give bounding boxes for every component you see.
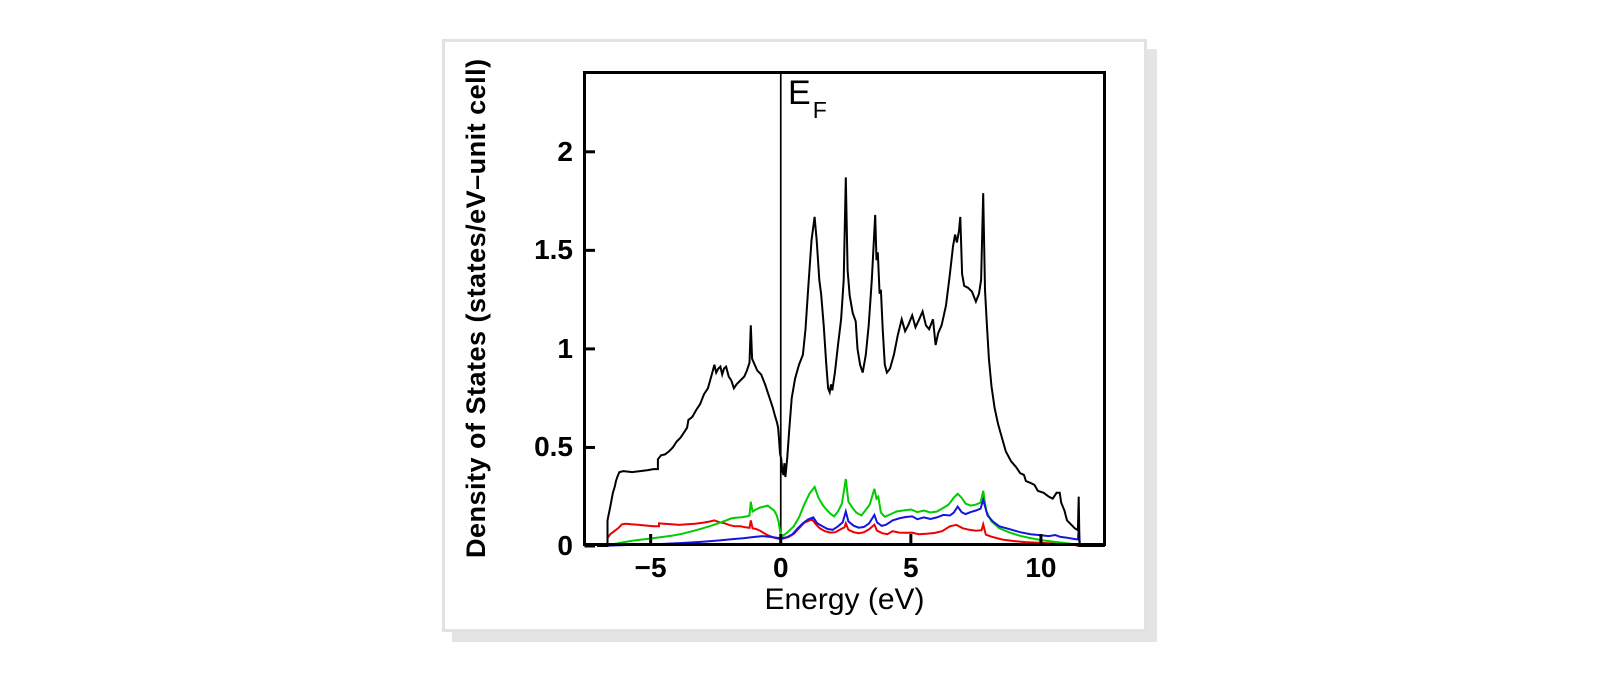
series-partial-dos-green: [597, 478, 1105, 547]
x-axis-label: Energy (eV): [764, 583, 925, 616]
x-tick-label: 10: [1025, 552, 1057, 583]
fermi-label-sub: F: [812, 96, 827, 123]
plot-area: EF −5 0 5 10 0 0.5 1 1.5 2: [534, 71, 1106, 583]
chart-svg: [583, 71, 1106, 548]
x-tick-label: 0: [772, 552, 789, 583]
y-tick-label: 0.5: [534, 431, 573, 463]
y-tick-label: 0: [557, 530, 573, 561]
fermi-level-label: EF: [788, 74, 827, 121]
series-total-dos-black: [597, 177, 1105, 547]
series-partial-dos-blue: [597, 496, 1105, 547]
plot-frame: [583, 71, 1106, 546]
y-tick-label: 1: [557, 332, 573, 364]
y-tick-label: 2: [557, 135, 573, 167]
y-tick-label: 1.5: [534, 234, 573, 266]
x-tick-label: −5: [634, 552, 667, 583]
figure-panel: Density of States (states/eV–unit cell) …: [442, 39, 1147, 632]
series-partial-dos-red: [597, 518, 1105, 547]
y-axis-label: Density of States (states/eV–unit cell): [461, 58, 491, 559]
x-tick-label: 5: [903, 552, 919, 583]
fermi-label-main: E: [788, 74, 811, 112]
